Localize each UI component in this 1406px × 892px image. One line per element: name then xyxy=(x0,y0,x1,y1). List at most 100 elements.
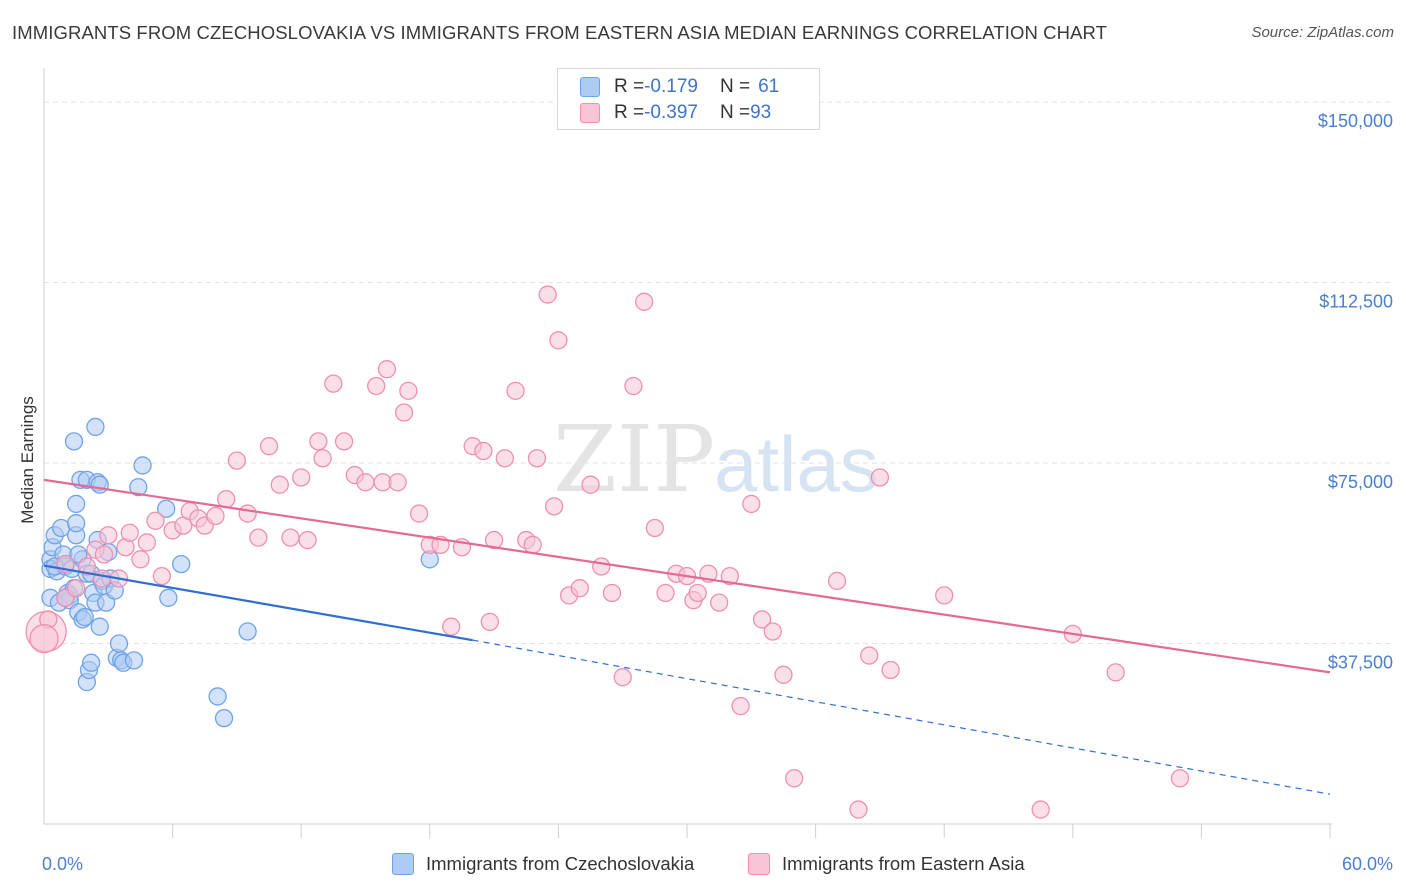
legend-row-eastern-asia: R = -0.397 N = 93 xyxy=(580,101,771,125)
trend-line-czechoslovakia xyxy=(43,564,473,642)
point-eastern-asia xyxy=(506,381,525,400)
point-czechoslovakia xyxy=(124,651,144,670)
point-eastern-asia xyxy=(613,668,632,687)
point-eastern-asia xyxy=(270,475,289,494)
point-eastern-asia xyxy=(367,376,386,396)
point-eastern-asia xyxy=(720,566,740,586)
trend-line-czechoslovakia-extension xyxy=(472,639,1331,795)
point-eastern-asia xyxy=(656,583,675,603)
point-eastern-asia xyxy=(688,583,707,603)
point-eastern-asia xyxy=(238,504,257,523)
legend-swatch-czechoslovakia xyxy=(580,77,600,97)
point-eastern-asia xyxy=(99,526,118,545)
point-czechoslovakia xyxy=(64,432,84,451)
point-eastern-asia xyxy=(602,583,622,603)
x-tick-label-min: 0.0% xyxy=(42,854,83,874)
point-eastern-asia xyxy=(356,473,375,492)
point-eastern-asia xyxy=(581,475,600,494)
point-eastern-asia xyxy=(137,533,157,552)
point-czechoslovakia xyxy=(157,499,176,518)
point-czechoslovakia xyxy=(159,588,178,607)
y-tick-label: $37,500 xyxy=(1328,653,1393,673)
legend-n-value: 61 xyxy=(758,76,780,97)
legend-n-value: 93 xyxy=(750,102,772,123)
point-eastern-asia xyxy=(292,468,311,487)
legend-r-value: -0.397 xyxy=(644,102,698,123)
point-eastern-asia xyxy=(1106,663,1125,682)
point-eastern-asia xyxy=(259,437,279,456)
y-tick-label: $112,500 xyxy=(1319,292,1393,312)
point-eastern-asia xyxy=(298,530,317,550)
point-czechoslovakia xyxy=(133,456,152,475)
point-eastern-asia xyxy=(752,610,772,629)
point-eastern-asia xyxy=(774,665,793,684)
point-eastern-asia xyxy=(742,494,761,514)
point-eastern-asia xyxy=(67,579,86,598)
point-czechoslovakia xyxy=(75,607,94,627)
point-eastern-asia xyxy=(77,557,97,576)
legend-r-label: R = xyxy=(614,76,645,97)
point-eastern-asia xyxy=(763,622,782,641)
point-eastern-asia xyxy=(1170,769,1190,788)
point-eastern-asia xyxy=(388,473,407,492)
point-eastern-asia xyxy=(324,374,343,393)
legend-n-label: N = xyxy=(719,102,751,123)
watermark-zip: ZIP xyxy=(553,406,715,513)
point-eastern-asia xyxy=(146,511,165,530)
bottom-legend-swatch-czechoslovakia xyxy=(392,853,414,875)
point-eastern-asia xyxy=(309,432,328,451)
point-eastern-asia xyxy=(849,800,868,819)
point-eastern-asia xyxy=(281,528,300,547)
point-eastern-asia xyxy=(710,593,729,612)
y-axis-label: Median Earnings xyxy=(18,396,37,524)
point-czechoslovakia xyxy=(82,653,101,672)
point-eastern-asia xyxy=(29,624,59,654)
point-czechoslovakia xyxy=(90,617,109,636)
legend-r-value: -0.179 xyxy=(644,76,698,97)
point-eastern-asia xyxy=(549,331,568,350)
point-czechoslovakia xyxy=(238,622,257,641)
point-eastern-asia xyxy=(860,646,879,665)
point-eastern-asia xyxy=(442,617,461,636)
point-eastern-asia xyxy=(881,660,900,680)
point-eastern-asia xyxy=(592,557,611,576)
chart-title: IMMIGRANTS FROM CZECHOSLOVAKIA VS IMMIGR… xyxy=(12,22,1108,43)
point-eastern-asia xyxy=(827,571,847,591)
bottom-legend-label-czechoslovakia: Immigrants from Czechoslovakia xyxy=(426,853,695,874)
point-eastern-asia xyxy=(645,518,664,538)
bottom-legend-swatch-eastern-asia xyxy=(748,853,770,875)
trend-line-eastern-asia xyxy=(43,478,1331,674)
point-czechoslovakia xyxy=(208,687,227,706)
point-eastern-asia xyxy=(870,468,890,487)
legend-n-label: N = xyxy=(719,76,751,97)
point-eastern-asia xyxy=(495,449,514,468)
y-tick-label: $150,000 xyxy=(1318,111,1393,131)
point-eastern-asia xyxy=(527,449,547,468)
bottom-legend-label-eastern-asia: Immigrants from Eastern Asia xyxy=(782,853,1025,874)
point-eastern-asia xyxy=(120,523,139,542)
legend-swatch-eastern-asia xyxy=(580,103,600,123)
point-eastern-asia xyxy=(544,497,564,516)
point-eastern-asia xyxy=(152,566,172,586)
point-eastern-asia xyxy=(1031,800,1050,819)
point-eastern-asia xyxy=(484,530,504,550)
point-czechoslovakia xyxy=(214,708,234,728)
point-czechoslovakia xyxy=(67,494,86,514)
point-eastern-asia xyxy=(480,612,499,632)
bottom-legend-czechoslovakia: Immigrants from Czechoslovakia xyxy=(392,851,694,877)
point-eastern-asia xyxy=(94,545,114,564)
point-eastern-asia xyxy=(394,403,414,422)
point-eastern-asia xyxy=(570,579,589,598)
point-eastern-asia xyxy=(935,586,954,605)
point-czechoslovakia xyxy=(172,554,191,574)
point-czechoslovakia xyxy=(67,514,86,533)
point-eastern-asia xyxy=(399,381,418,400)
point-eastern-asia xyxy=(474,441,493,461)
y-tick-label: $75,000 xyxy=(1328,472,1393,492)
source-label: Source: ZipAtlas.com xyxy=(1251,24,1394,41)
point-eastern-asia xyxy=(217,489,236,509)
point-eastern-asia xyxy=(249,528,268,547)
watermark-atlas: atlas xyxy=(714,420,879,508)
point-czechoslovakia xyxy=(90,475,109,494)
